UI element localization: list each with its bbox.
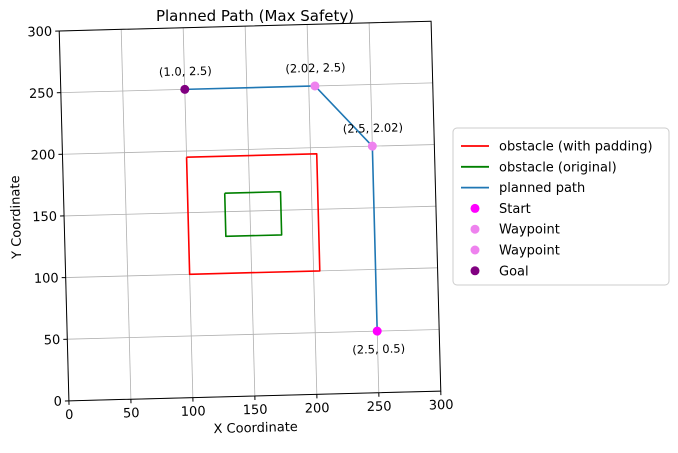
y-tick-label: 50 [44,333,61,348]
legend-label: Goal [499,264,529,279]
y-axis-label: Y Coordinate [8,175,25,260]
legend-label: planned path [499,181,585,196]
series-layer [184,85,378,332]
padded-obstacle-outline [185,152,321,276]
x-tick-label: 150 [243,403,268,419]
original-obstacle-outline [223,190,283,238]
y-tick-label: 0 [53,395,62,410]
x-tick-label: 250 [367,399,392,415]
point-annotation: (2.5, 2.02) [343,120,404,136]
planned-path-line [184,85,378,332]
legend-swatch-dot [470,203,480,213]
point-annotation: (2.5, 0.5) [352,341,405,356]
waypoint-marker [367,141,377,151]
point-annotation: (2.02, 2.5) [285,60,346,76]
y-tick-label: 250 [29,86,54,102]
legend-label: obstacle (original) [499,160,617,175]
legend-swatch-dot [470,266,480,276]
legend-label: Waypoint [499,223,560,238]
y-tick-label: 100 [34,271,59,287]
start-marker [372,326,382,336]
legend-swatch-dot [470,224,480,234]
y-tick-label: 200 [30,148,55,164]
legend-box [452,127,670,286]
legend-label: obstacle (with padding) [499,140,653,155]
x-tick-label: 200 [305,401,330,417]
x-tick-label: 300 [429,398,454,414]
y-tick-label: 150 [32,210,57,226]
waypoint-marker [310,81,320,91]
goal-marker [180,84,190,94]
x-tick-label: 0 [65,408,74,423]
point-annotation: (1.0, 2.5) [159,64,212,79]
annotations-layer: (2.5, 0.5) (2.5, 2.02) (2.02, 2.5) (1.0, 2.… [159,60,406,357]
legend-label: Start [499,202,531,217]
y-tick-label: 300 [27,25,52,41]
legend-label: Waypoint [499,244,560,259]
x-axis-label: X Coordinate [213,420,298,437]
plot-area: (2.5, 0.5) (2.5, 2.02) (2.02, 2.5) (1.0, 2.… [8,20,454,437]
legend: obstacle (with padding) obstacle (origina… [452,127,670,286]
points-layer [180,81,382,336]
axis-ticks: 0 50 100 150 200 250 300 0 50 100 150 200 250 300 [27,25,454,423]
x-tick-label: 50 [123,406,140,421]
chart-title: Planned Path (Max Safety) [156,7,354,25]
legend-swatch-dot [470,245,480,255]
x-tick-label: 100 [181,404,206,420]
